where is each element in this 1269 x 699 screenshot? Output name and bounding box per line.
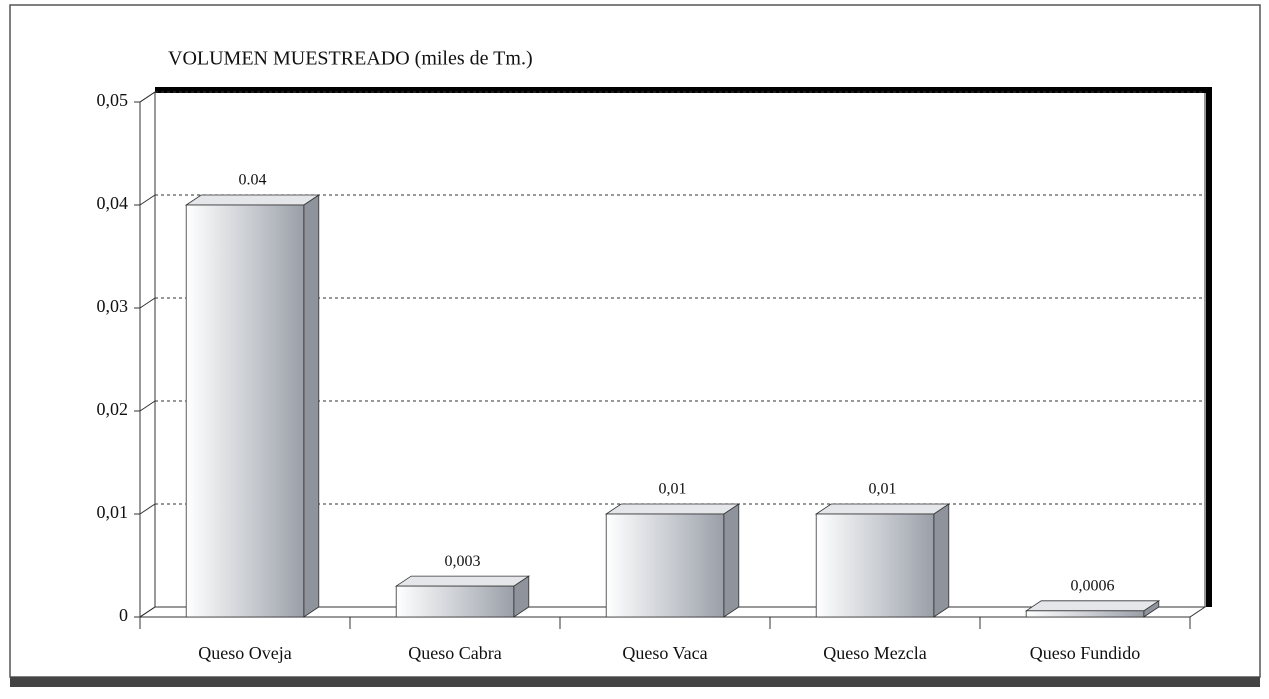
y-tick-diag bbox=[139, 297, 156, 309]
y-tick-label: 0 bbox=[119, 605, 128, 625]
side-wall bbox=[139, 91, 156, 618]
data-label: 0.04 bbox=[239, 172, 267, 189]
x-tick-label: Queso Mezcla bbox=[823, 643, 926, 663]
y-tick-label: 0,01 bbox=[97, 502, 129, 522]
y-tick-label: 0,05 bbox=[97, 90, 129, 110]
frame-shadow bbox=[10, 677, 1260, 687]
wall-shadow bbox=[155, 87, 1212, 607]
bar bbox=[185, 204, 305, 618]
y-tick-diag bbox=[139, 194, 156, 206]
data-label: 0,01 bbox=[869, 481, 897, 498]
bar-top bbox=[184, 194, 321, 206]
data-label: 0,003 bbox=[445, 553, 481, 570]
y-tick-diag bbox=[139, 606, 156, 618]
x-tick-label: Queso Vaca bbox=[622, 643, 707, 663]
y-tick-diag bbox=[139, 503, 156, 515]
data-label: 0,0006 bbox=[1071, 577, 1115, 594]
bar-top bbox=[1024, 600, 1161, 612]
bar-top bbox=[814, 503, 951, 515]
y-tick-diag bbox=[139, 400, 156, 412]
y-tick-diag bbox=[139, 91, 156, 103]
bar-top bbox=[604, 503, 741, 515]
data-label: 0,01 bbox=[659, 481, 687, 498]
x-tick-label: Queso Oveja bbox=[198, 643, 291, 663]
bar-side bbox=[723, 503, 740, 618]
x-tick-label: Queso Fundido bbox=[1030, 643, 1141, 663]
bar-side bbox=[933, 503, 950, 618]
y-tick-label: 0,02 bbox=[97, 399, 129, 419]
plot-area: 0 0,01 0,02 0,03 0,04 0,05 Queso Oveja 0.04 Ques… bbox=[97, 87, 1212, 663]
bar-side bbox=[303, 194, 320, 618]
chart-title: VOLUMEN MUESTREADO (miles de Tm.) bbox=[168, 48, 533, 70]
y-tick-label: 0,03 bbox=[97, 296, 129, 316]
bar bbox=[395, 585, 515, 618]
bar bbox=[1025, 610, 1145, 618]
bar bbox=[605, 513, 725, 618]
x-tick-label: Queso Cabra bbox=[408, 643, 501, 663]
y-tick-label: 0,04 bbox=[97, 193, 129, 213]
bar-top bbox=[394, 575, 531, 587]
bar bbox=[815, 513, 935, 618]
